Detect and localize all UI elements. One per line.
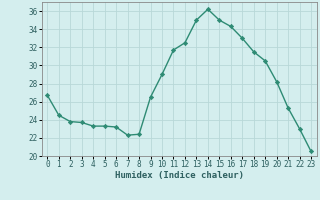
X-axis label: Humidex (Indice chaleur): Humidex (Indice chaleur) — [115, 171, 244, 180]
